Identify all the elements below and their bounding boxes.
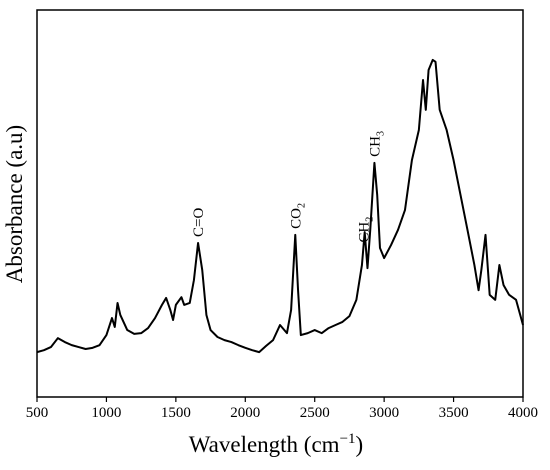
x-label-after: ) [356,432,364,457]
annotation-sub: 3 [375,131,386,136]
x-tick-label: 2000 [230,405,260,421]
annotation-text: CO [288,208,304,229]
x-label-sup: −1 [340,431,356,447]
peak-annotation: C=O [191,208,207,237]
x-label-text: Wavelength (cm [189,432,340,457]
x-tick-label: 500 [26,405,49,421]
x-tick-label: 2500 [300,405,330,421]
annotation-sub: 2 [364,217,375,222]
y-axis-label: Absorbance (a.u) [2,125,27,283]
annotation-text: C=O [191,208,207,237]
spectrum-line [36,58,524,354]
peak-annotation: CO2 [288,203,307,229]
x-tick-label: 1000 [91,405,121,421]
peak-annotation: CH3 [367,131,386,157]
annotation-sub: 2 [296,203,307,208]
peak-annotation: CH2 [356,217,375,243]
plot-frame [36,9,524,398]
x-axis-label: Wavelength (cm−1) [189,431,363,457]
x-tick-label: 3500 [439,405,469,421]
x-tick-label: 1500 [161,405,191,421]
annotation-text: CH [367,136,383,157]
x-tick-label: 3000 [369,405,399,421]
x-tick-label: 4000 [508,405,538,421]
annotation-text: CH [356,222,372,243]
